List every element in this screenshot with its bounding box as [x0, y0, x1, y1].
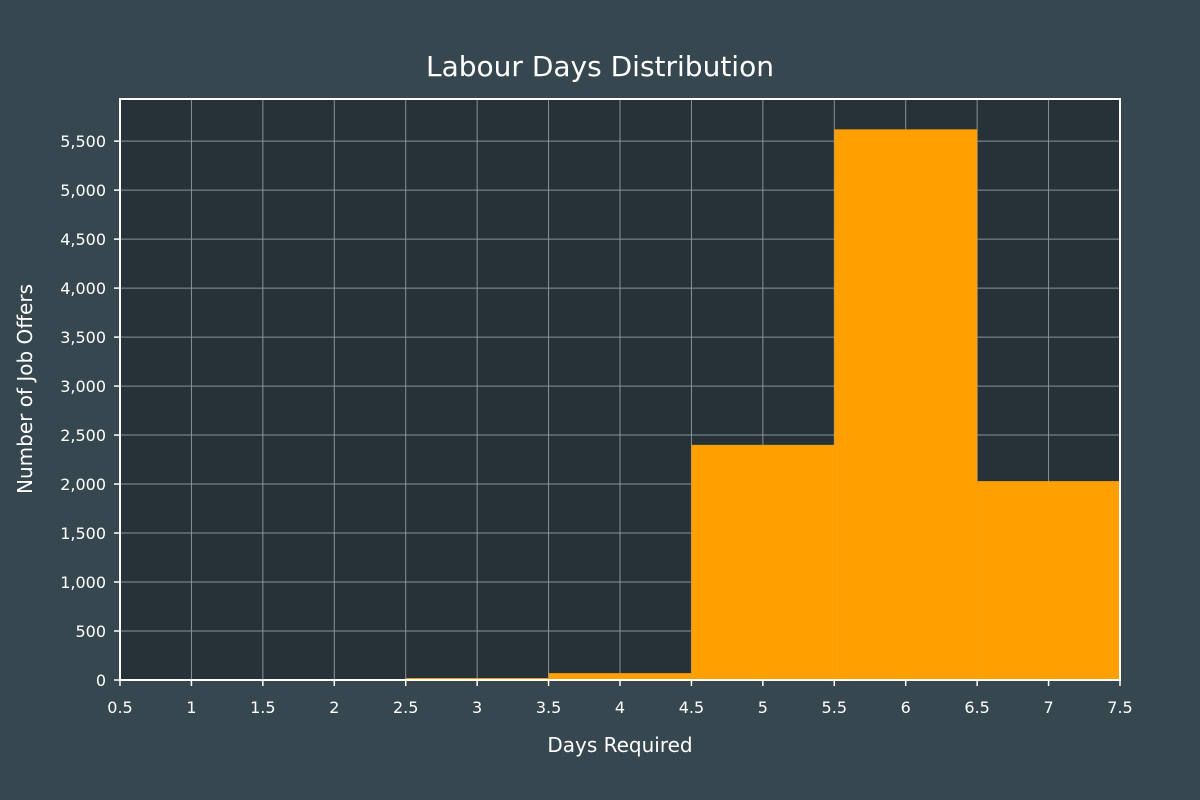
x-tick-label: 3 [472, 698, 482, 717]
y-tick-label: 1,500 [60, 524, 106, 543]
x-tick-label: 4.5 [679, 698, 704, 717]
y-tick-label: 3,500 [60, 328, 106, 347]
x-tick-label: 6 [901, 698, 911, 717]
x-tick-label: 5.5 [822, 698, 847, 717]
x-tick-label: 3.5 [536, 698, 561, 717]
histogram-bar [977, 481, 1120, 680]
y-axis-ticks: 0 500 1,000 1,500 2,000 2,500 3,000 3,500 4,000 4… [60, 132, 120, 690]
x-tick-label: 5 [758, 698, 768, 717]
histogram-bars [120, 129, 1120, 680]
y-axis-title: Number of Job Offers [13, 284, 37, 494]
y-tick-label: 2,000 [60, 475, 106, 494]
histogram-bar [834, 129, 978, 680]
chart-title: Labour Days Distribution [426, 50, 774, 83]
y-tick-label: 3,000 [60, 377, 106, 396]
x-tick-label: 2 [329, 698, 339, 717]
x-axis-ticks: 0.5 1 1.5 2 2.5 3 3.5 4 4.5 5 5.5 6 6.5 7 7.5 [107, 680, 1133, 717]
x-axis-title: Days Required [547, 733, 692, 757]
x-tick-label: 6.5 [964, 698, 989, 717]
x-tick-label: 7.5 [1107, 698, 1132, 717]
y-tick-label: 0 [96, 671, 106, 690]
x-tick-label: 0.5 [107, 698, 132, 717]
y-tick-label: 500 [75, 622, 106, 641]
x-tick-label: 1 [186, 698, 196, 717]
x-tick-label: 1.5 [250, 698, 275, 717]
histogram-bar [548, 673, 692, 680]
y-tick-label: 5,000 [60, 181, 106, 200]
histogram-bar [691, 444, 835, 680]
x-tick-label: 2.5 [393, 698, 418, 717]
y-tick-label: 2,500 [60, 426, 106, 445]
x-tick-label: 4 [615, 698, 625, 717]
y-tick-label: 1,000 [60, 573, 106, 592]
y-tick-label: 4,500 [60, 230, 106, 249]
x-tick-label: 7 [1043, 698, 1053, 717]
y-tick-label: 5,500 [60, 132, 106, 151]
y-tick-label: 4,000 [60, 279, 106, 298]
